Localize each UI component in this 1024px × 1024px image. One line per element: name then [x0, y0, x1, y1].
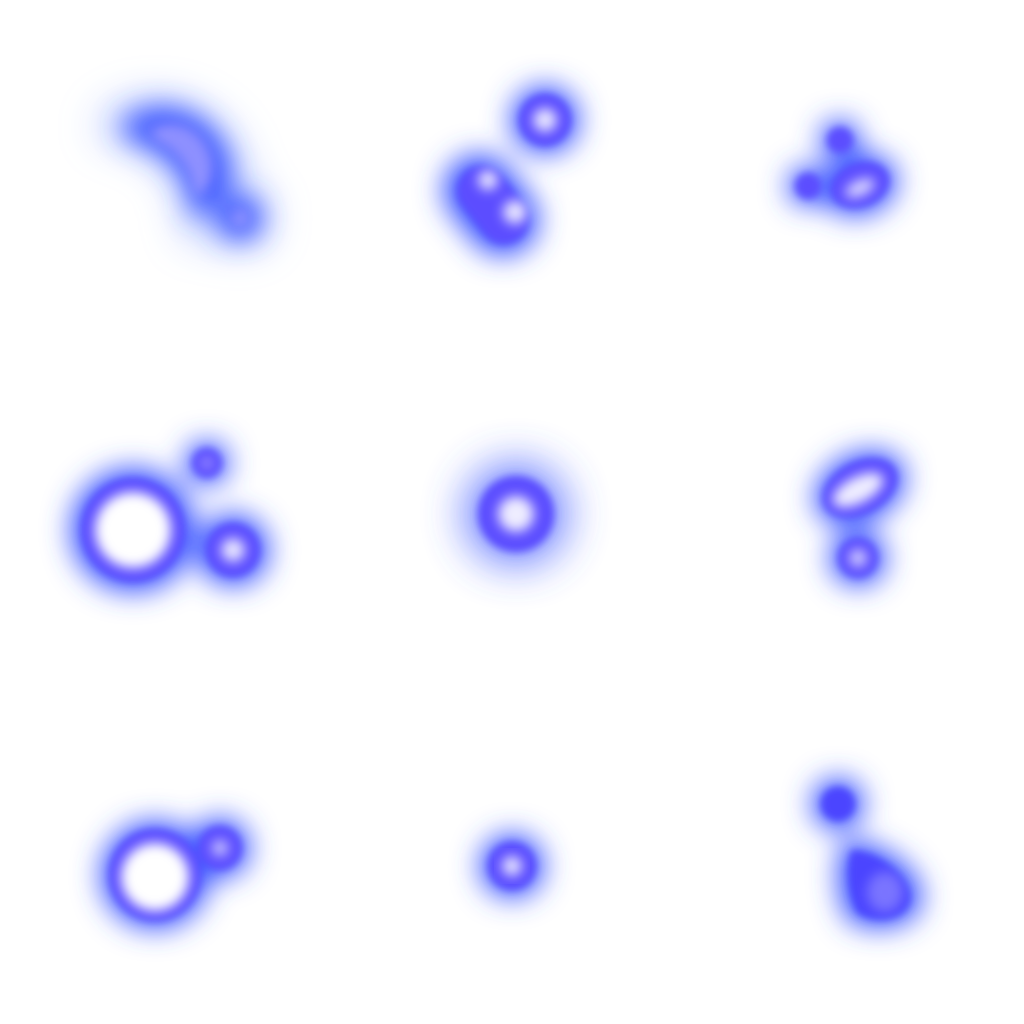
blob-cell-9 [812, 778, 923, 929]
blob-cell-2 [443, 86, 579, 256]
blob-cell-6 [814, 450, 906, 586]
blob-cell-1 [95, 101, 268, 246]
blob-cell-5 [466, 464, 566, 564]
blob-cell-4 [71, 441, 269, 592]
blob-cell-8 [480, 834, 544, 898]
blob-cell-7 [101, 818, 250, 929]
blob-cell-3 [788, 120, 898, 217]
